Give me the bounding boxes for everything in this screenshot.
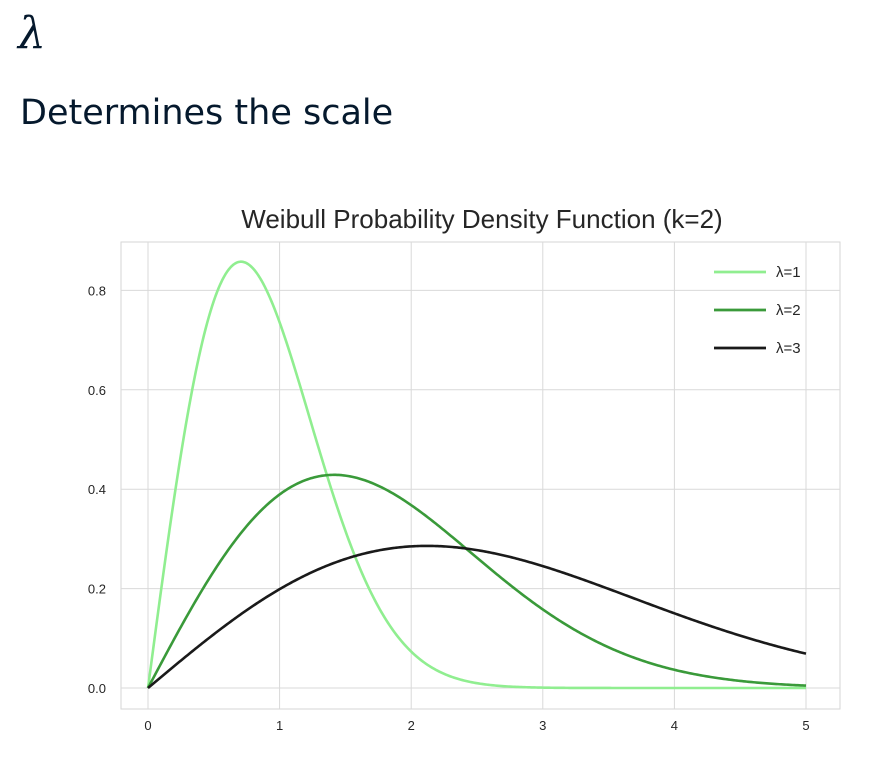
lambda-symbol: λ xyxy=(18,8,46,59)
series-line xyxy=(146,260,806,690)
y-tick-label: 0.4 xyxy=(88,482,106,497)
x-tick-label: 0 xyxy=(144,718,151,733)
x-tick-label: 1 xyxy=(276,718,283,733)
plot-area xyxy=(120,241,841,710)
tick-labels: 0 1 2 3 4 5 0.0 0.2 0.4 0.6 0.8 xyxy=(88,283,810,733)
x-tick-label: 2 xyxy=(408,718,415,733)
slide-subtitle: Determines the scale xyxy=(20,93,394,133)
legend-label: λ=2 xyxy=(776,302,801,319)
chart-title: Weibull Probability Density Function (k=… xyxy=(241,204,722,234)
legend-label: λ=1 xyxy=(776,264,801,281)
legend: λ=1 λ=2 λ=3 xyxy=(714,264,801,357)
series-line xyxy=(147,544,807,689)
y-tick-label: 0.8 xyxy=(88,283,106,298)
legend-label: λ=3 xyxy=(776,340,801,357)
x-tick-label: 4 xyxy=(671,718,678,733)
plot-frame xyxy=(120,241,841,710)
series-line xyxy=(146,473,807,689)
x-tick-label: 5 xyxy=(802,718,809,733)
y-tick-label: 0.2 xyxy=(88,582,106,597)
y-tick-label: 0.0 xyxy=(88,681,106,696)
y-tick-label: 0.6 xyxy=(88,383,106,398)
series-lines xyxy=(146,260,807,690)
x-tick-label: 3 xyxy=(539,718,546,733)
